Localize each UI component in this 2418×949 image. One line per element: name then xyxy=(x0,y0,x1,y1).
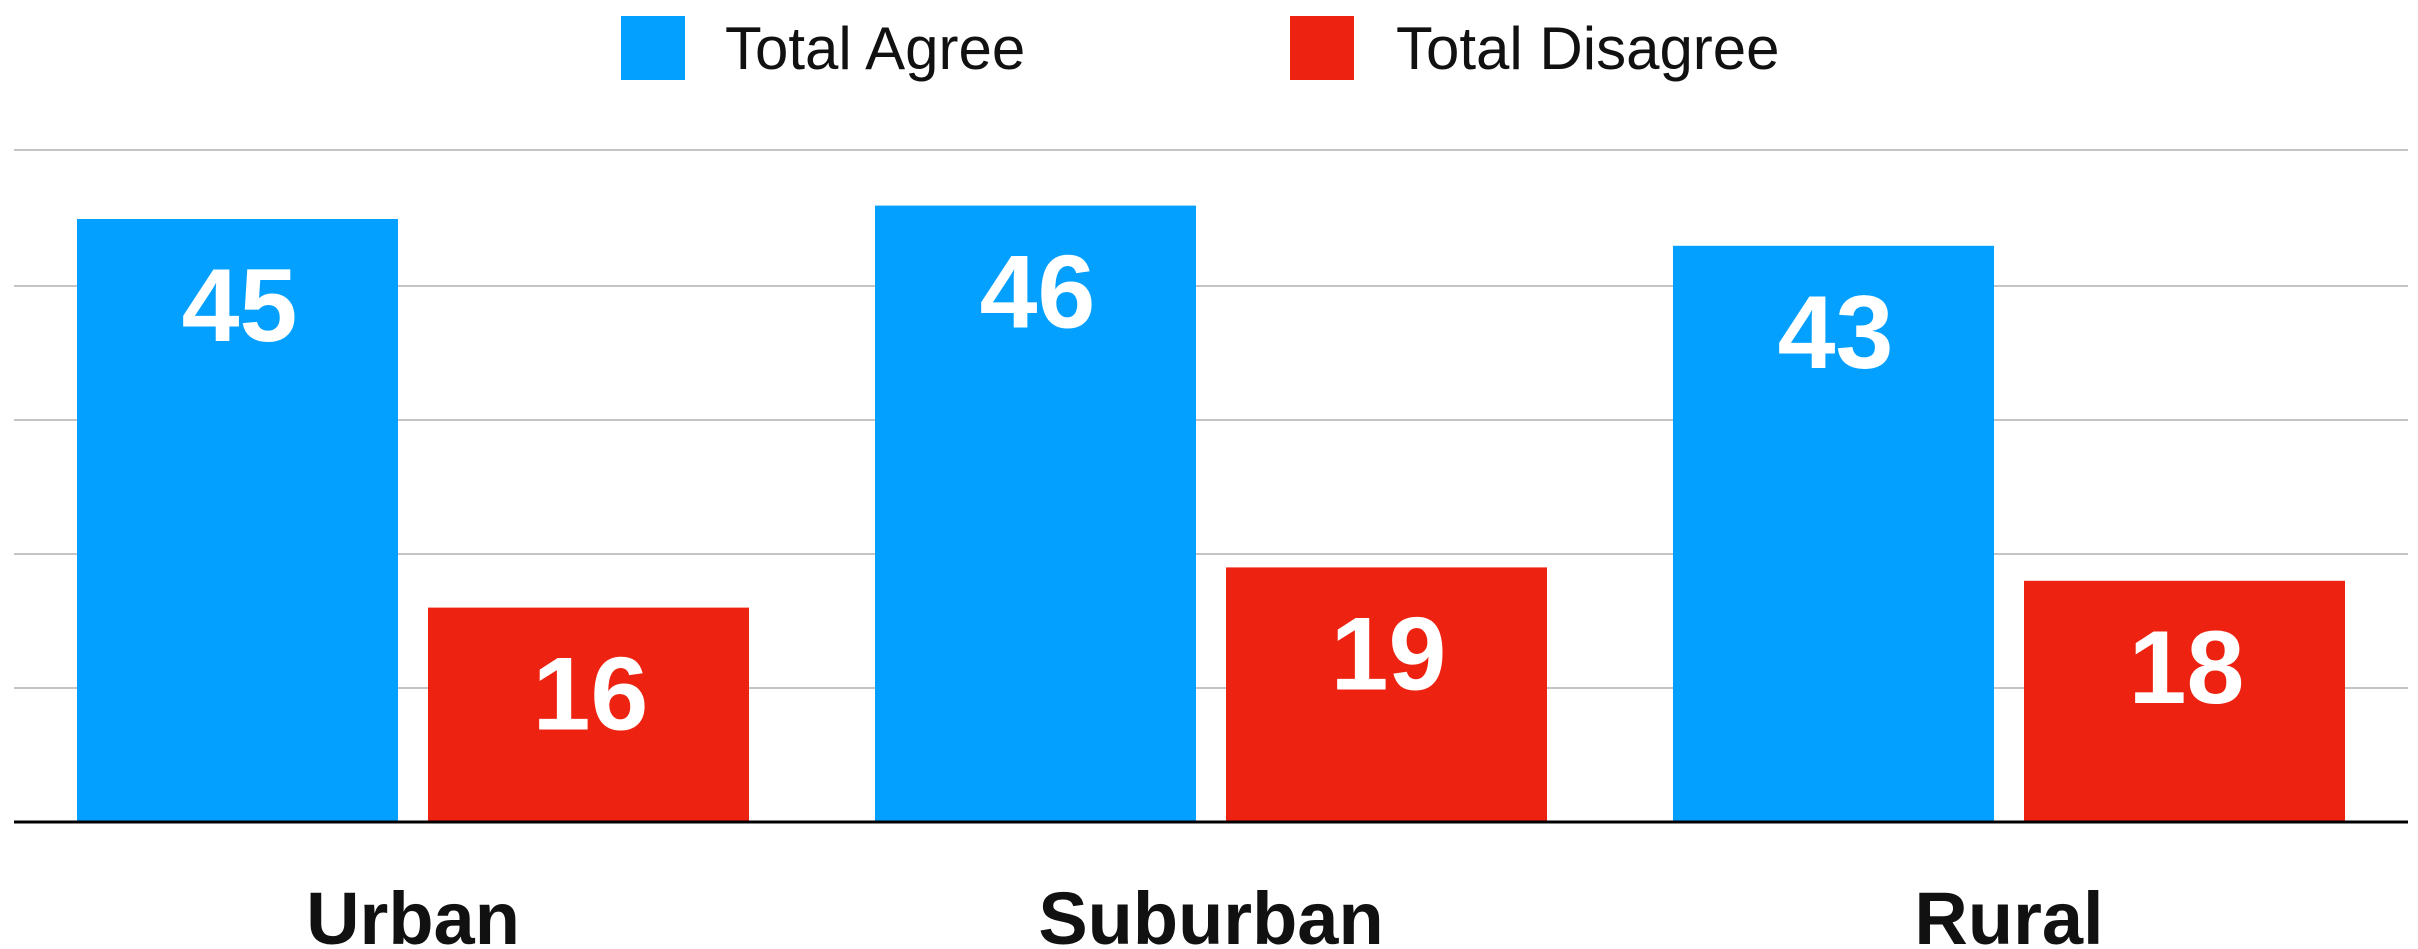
bar xyxy=(1673,245,1994,823)
data-label: 16 xyxy=(533,637,649,753)
legend-label: Total Disagree xyxy=(1396,15,1780,82)
bar xyxy=(875,205,1196,823)
category-label: Urban xyxy=(306,877,520,949)
data-label: 19 xyxy=(1331,596,1447,712)
bar xyxy=(77,219,398,822)
data-label: 45 xyxy=(182,248,298,364)
category-label: Rural xyxy=(1914,877,2103,949)
data-label: 43 xyxy=(1778,275,1894,391)
category-labels: Urban Suburban Rural xyxy=(306,877,2103,949)
data-label: 46 xyxy=(980,235,1096,351)
gridlines xyxy=(14,149,2408,689)
category-label: Suburban xyxy=(1038,877,1383,949)
data-label: 18 xyxy=(2129,610,2245,726)
bars: 45 16 46 19 43 18 xyxy=(77,205,2345,823)
legend-swatch xyxy=(1290,16,1354,80)
bar xyxy=(1226,567,1547,822)
legend-swatch xyxy=(621,16,685,80)
legend-label: Total Agree xyxy=(725,15,1025,82)
legend: Total Agree Total Disagree xyxy=(621,15,1780,82)
bar xyxy=(2024,580,2345,822)
bar xyxy=(428,607,749,822)
